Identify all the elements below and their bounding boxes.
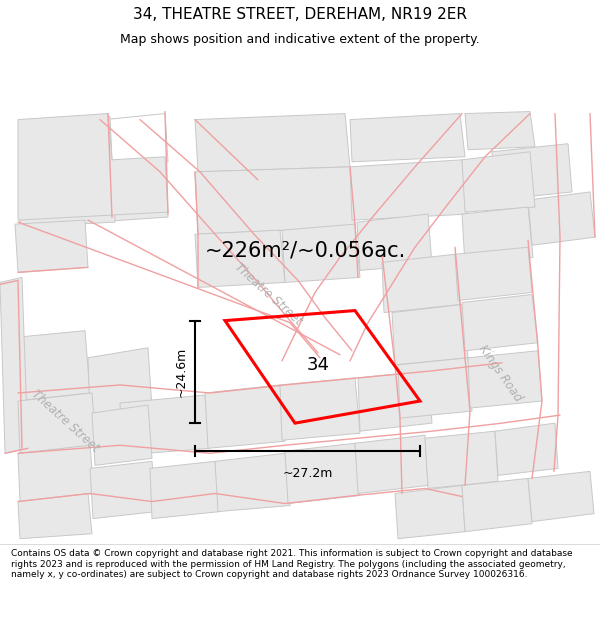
Text: Contains OS data © Crown copyright and database right 2021. This information is : Contains OS data © Crown copyright and d…: [11, 549, 572, 579]
Polygon shape: [205, 385, 285, 448]
Polygon shape: [395, 486, 465, 539]
Polygon shape: [355, 435, 428, 494]
Polygon shape: [350, 114, 465, 162]
Text: Kings Road: Kings Road: [476, 342, 524, 404]
Polygon shape: [12, 331, 90, 401]
Text: ~27.2m: ~27.2m: [283, 468, 332, 481]
Polygon shape: [18, 114, 168, 220]
Polygon shape: [195, 230, 285, 288]
Polygon shape: [382, 254, 460, 312]
Polygon shape: [495, 423, 558, 476]
Polygon shape: [392, 304, 468, 365]
Polygon shape: [195, 114, 350, 172]
Polygon shape: [20, 117, 115, 227]
Polygon shape: [92, 405, 152, 466]
Text: Theatre Street: Theatre Street: [29, 388, 101, 454]
Polygon shape: [20, 119, 168, 227]
Text: ~24.6m: ~24.6m: [175, 347, 187, 397]
Polygon shape: [350, 160, 468, 220]
Text: ~226m²/~0.056ac.: ~226m²/~0.056ac.: [205, 240, 406, 260]
Polygon shape: [462, 207, 533, 264]
Polygon shape: [462, 478, 532, 532]
Polygon shape: [528, 192, 595, 245]
Polygon shape: [285, 443, 360, 504]
Polygon shape: [15, 220, 88, 272]
Polygon shape: [398, 357, 472, 418]
Polygon shape: [357, 214, 432, 271]
Polygon shape: [215, 453, 290, 512]
Polygon shape: [358, 371, 432, 431]
Polygon shape: [455, 248, 532, 301]
Polygon shape: [282, 224, 360, 282]
Polygon shape: [492, 144, 572, 200]
Polygon shape: [105, 114, 168, 167]
Polygon shape: [462, 294, 538, 351]
Text: Theatre Street: Theatre Street: [232, 261, 304, 328]
Polygon shape: [468, 351, 542, 408]
Polygon shape: [425, 431, 498, 489]
Polygon shape: [528, 471, 594, 522]
Polygon shape: [462, 152, 535, 212]
Polygon shape: [18, 445, 94, 501]
Polygon shape: [18, 494, 92, 539]
Polygon shape: [0, 278, 28, 453]
Polygon shape: [88, 348, 152, 415]
Text: 34, THEATRE STREET, DEREHAM, NR19 2ER: 34, THEATRE STREET, DEREHAM, NR19 2ER: [133, 7, 467, 22]
Polygon shape: [18, 393, 96, 453]
Polygon shape: [195, 167, 355, 234]
Polygon shape: [120, 395, 210, 455]
Polygon shape: [90, 461, 156, 519]
Polygon shape: [150, 461, 220, 519]
Polygon shape: [465, 111, 535, 150]
Text: Map shows position and indicative extent of the property.: Map shows position and indicative extent…: [120, 34, 480, 46]
Polygon shape: [280, 378, 360, 440]
Text: 34: 34: [307, 356, 329, 374]
